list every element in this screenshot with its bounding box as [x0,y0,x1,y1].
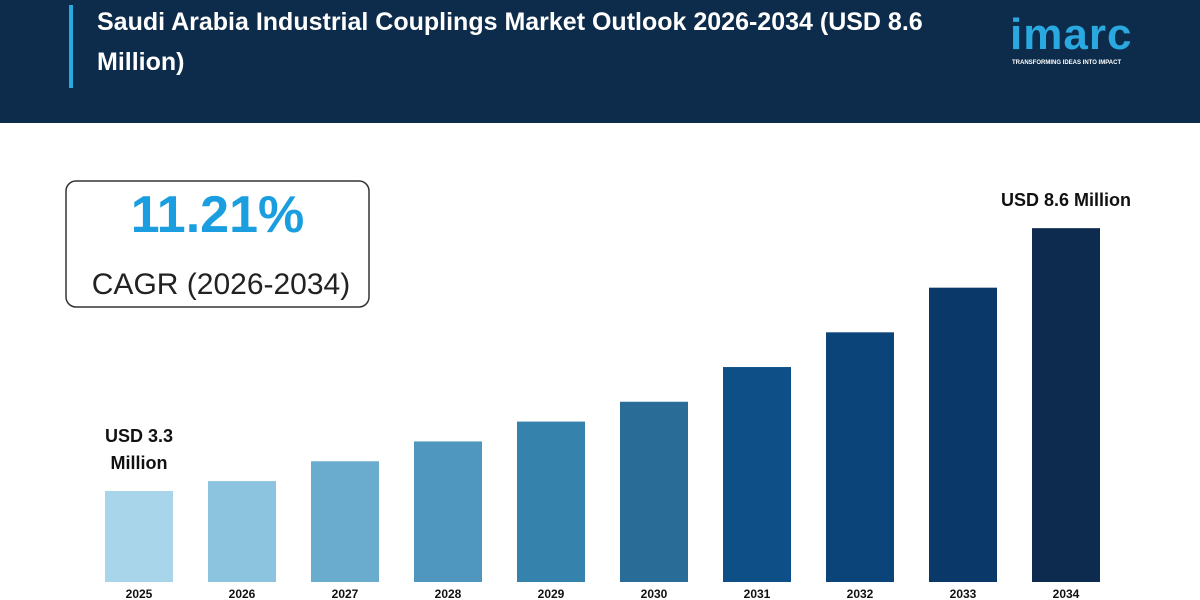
bar [620,401,688,582]
x-tick-label: 2031 [744,587,771,600]
x-tick-label: 2027 [332,587,359,600]
x-tick-label: 2028 [435,587,462,600]
title: Saudi Arabia Industrial Couplings Market… [97,8,923,76]
logo: imarc [1010,10,1133,59]
header-band [0,0,1200,123]
bar [929,287,997,582]
bar [208,481,276,582]
bar [826,332,894,582]
bar [105,491,173,582]
logo-tagline: TRANSFORMING IDEAS INTO IMPACT [1012,60,1122,66]
cagr-box [65,180,370,308]
x-tick-label: 2034 [1053,587,1080,600]
x-tick-label: 2033 [950,587,977,600]
x-tick-label: 2032 [847,587,874,600]
cagr-value: 11.21% [130,186,305,244]
x-tick-label: 2026 [229,587,256,600]
value-label: USD 8.6 Million [1000,190,1132,211]
bar [723,367,791,582]
value-label: USD 3.3 Million [104,426,174,474]
bar [1032,228,1100,582]
bar [517,421,585,582]
x-tick-label: 2025 [126,587,153,600]
x-tick-label: 2029 [538,587,565,600]
header-accent [69,5,73,88]
bar [414,441,482,582]
cagr-label: CAGR (2026-2034) [91,268,351,301]
x-tick-label: 2030 [641,587,668,600]
bar [311,461,379,582]
